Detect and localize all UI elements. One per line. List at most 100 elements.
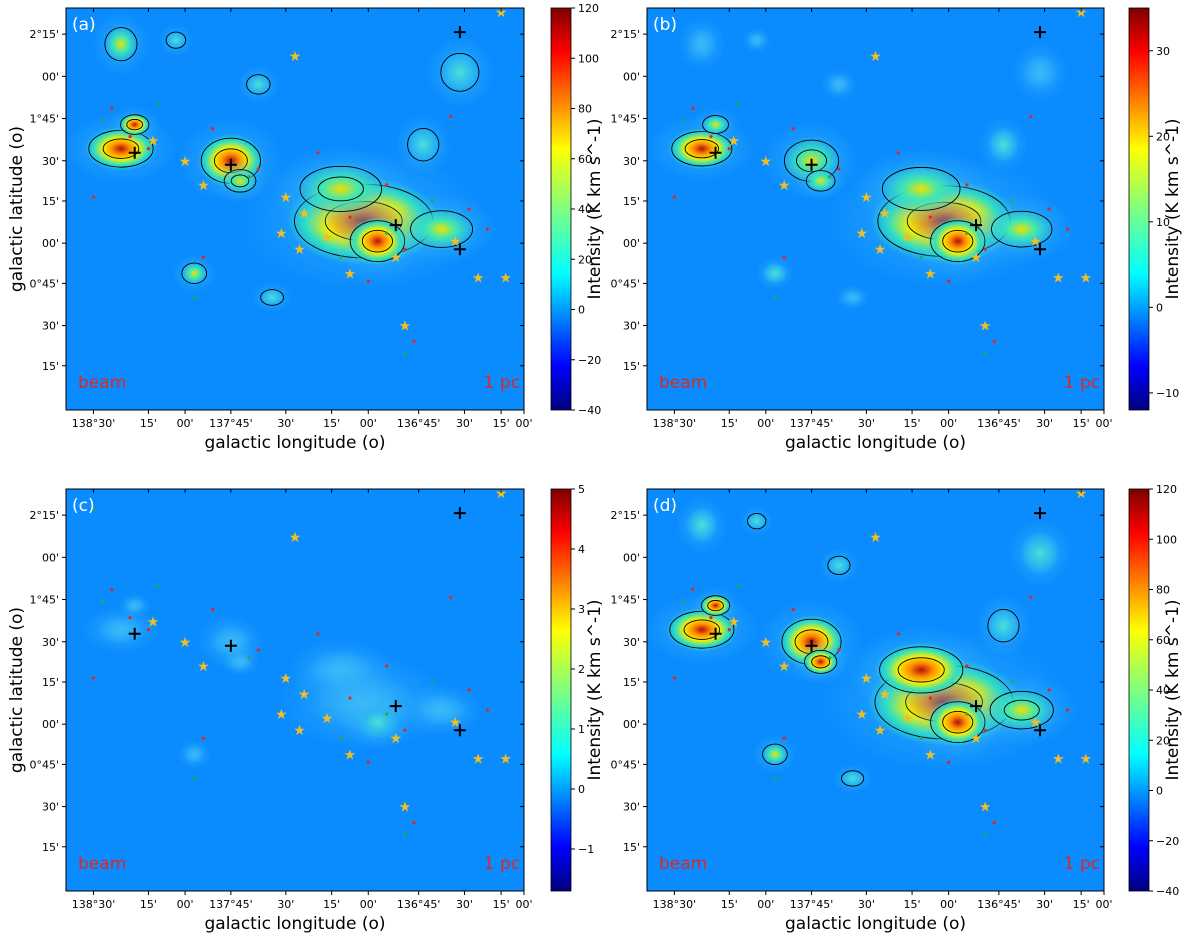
red-point	[449, 595, 453, 600]
star-marker: ★	[197, 178, 210, 194]
emission-region	[228, 652, 253, 671]
star-marker: ★	[449, 234, 462, 250]
emission-region	[405, 125, 441, 164]
x-tick-label: 15'	[493, 417, 510, 430]
cross-marker	[805, 158, 818, 171]
colorbar-tick-label: 4	[578, 543, 585, 556]
red-point	[91, 195, 96, 199]
y-tick-label: 00'	[623, 551, 640, 564]
red-point	[782, 736, 786, 740]
green-point	[91, 507, 96, 511]
emission-region	[97, 615, 145, 645]
x-tick-label: 30'	[858, 417, 875, 430]
contour	[299, 165, 383, 212]
star-marker: ★	[1052, 751, 1065, 767]
star-marker: ★	[399, 800, 412, 816]
star-marker: ★	[924, 266, 937, 282]
contour	[881, 166, 961, 211]
cross-marker	[128, 627, 141, 640]
contour	[762, 743, 788, 766]
star-marker: ★	[760, 154, 773, 170]
x-tick-label: 00'	[515, 417, 532, 430]
green-point	[385, 712, 389, 716]
colorbar-tick-label: 80	[1156, 584, 1170, 597]
red-point	[316, 151, 320, 155]
green-point	[156, 102, 160, 107]
colorbar-tick-label: 0	[1156, 785, 1163, 798]
x-tick-label: 00'	[177, 417, 194, 430]
cross-marker	[453, 507, 466, 520]
red-point	[128, 616, 132, 620]
x-tick-label: 00'	[940, 417, 957, 430]
emission-region	[874, 642, 968, 698]
x-tick-label: 15'	[140, 417, 157, 430]
red-point	[485, 708, 489, 712]
emission-region	[295, 162, 387, 216]
green-point	[965, 231, 969, 235]
cross-marker	[1034, 26, 1047, 39]
star-marker: ★	[1029, 715, 1042, 731]
red-point	[467, 207, 471, 211]
star-marker: ★	[399, 319, 412, 335]
x-tick-label: 137°45'	[209, 417, 253, 430]
red-point	[348, 696, 352, 700]
beam-label: beam	[78, 373, 126, 393]
x-tick-label: 30'	[1036, 417, 1053, 430]
x-tick-label: 137°45'	[790, 417, 834, 430]
x-tick-label: 30'	[277, 417, 294, 430]
contour	[260, 289, 284, 306]
red-point	[210, 608, 215, 612]
emission-region	[356, 705, 399, 740]
panel-d: ★ ★ ★ ★ ★ ★ ★ ★ ★ ★ ★ ★ ★ ★ ★ ★ 138°30' 15' 00' 137°45' 30' 1…	[610, 483, 1183, 934]
x-tick-label: 136°45'	[977, 417, 1021, 430]
star-marker: ★	[147, 615, 160, 631]
colorbar-tick-label: −40	[1156, 885, 1179, 898]
star-marker: ★	[289, 530, 302, 546]
green-point	[156, 583, 160, 588]
green-point	[1011, 680, 1015, 684]
colorbar-tick-label: 0	[578, 304, 585, 317]
emission-layer	[647, 497, 1079, 793]
red-point	[672, 195, 677, 199]
emission-region	[761, 742, 789, 767]
colorbar-tick-label: 10	[1156, 216, 1170, 229]
y-tick-label: 15'	[42, 195, 59, 208]
x-tick-label: 30'	[456, 898, 473, 911]
red-point	[947, 760, 951, 764]
star-marker: ★	[344, 266, 357, 282]
emission-region	[103, 24, 139, 64]
colorbar-tick-label: 20	[1156, 734, 1170, 747]
emission-layer	[648, 18, 1076, 310]
red-point	[316, 632, 320, 636]
x-tick-label: 136°45'	[397, 417, 441, 430]
red-point	[1047, 207, 1051, 211]
emission-region	[762, 262, 787, 284]
contour	[805, 170, 836, 192]
y-tick-label: 30'	[623, 320, 640, 333]
red-point	[449, 114, 453, 119]
star-marker: ★	[778, 659, 791, 675]
red-point	[1047, 688, 1051, 692]
panel-a: ★ ★ ★ ★ ★ ★ ★ ★ ★ ★ ★ ★ ★ ★ ★ ★ 138°30' 15' 00' 137°45' 30' 1…	[7, 2, 605, 453]
emission-region	[804, 168, 837, 193]
y-tick-label: 30'	[623, 155, 640, 168]
emission-region	[840, 769, 865, 788]
star-marker: ★	[1075, 5, 1088, 21]
y-tick-label: 00'	[42, 551, 59, 564]
star-marker: ★	[874, 723, 887, 739]
x-axis-title: galactic longitude (o)	[204, 433, 385, 453]
red-point	[1065, 227, 1070, 231]
star-marker: ★	[179, 635, 192, 651]
x-tick-label: 137°45'	[209, 898, 253, 911]
contour	[246, 74, 271, 95]
x-tick-label: 15'	[904, 898, 921, 911]
green-point	[192, 776, 196, 781]
y-axis-title: galactic latitude (o)	[7, 607, 27, 773]
contour	[827, 555, 851, 576]
green-point	[681, 599, 686, 604]
star-marker: ★	[979, 800, 992, 816]
red-point	[928, 696, 932, 700]
red-point	[348, 215, 352, 219]
x-tick-label: 136°45'	[977, 898, 1021, 911]
x-tick-label: 00'	[515, 898, 532, 911]
